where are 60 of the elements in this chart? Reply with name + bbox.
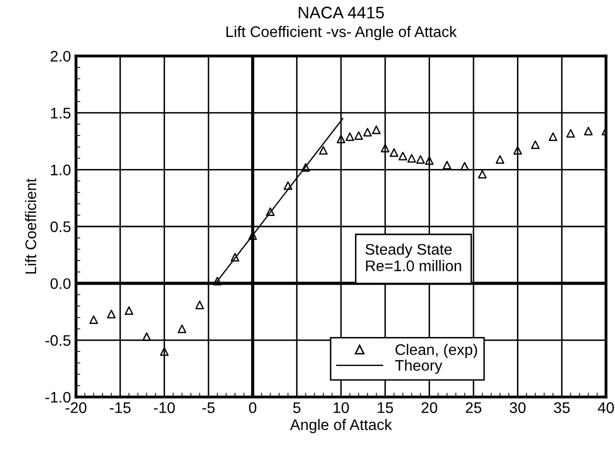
point xyxy=(531,140,540,149)
legend-label: Clean, (exp) xyxy=(396,344,478,358)
x-tick-label: 30 xyxy=(510,402,526,414)
point xyxy=(566,128,575,138)
point xyxy=(142,332,151,342)
point xyxy=(178,324,186,334)
annotation: Steady State Re=1.0 million xyxy=(366,244,462,272)
y-tick-label: 1.5 xyxy=(51,108,70,119)
point xyxy=(346,132,354,142)
y-axis-title: Lift Coefficient xyxy=(25,178,36,274)
x-axis-title: Angle of Attack xyxy=(290,418,392,434)
point xyxy=(513,146,522,155)
point xyxy=(390,148,398,157)
y-tick-label: -1.0 xyxy=(45,392,71,403)
x-tick-label: -10 xyxy=(154,402,175,414)
y-tick-label: 2.0 xyxy=(50,50,71,62)
x-tick-label: -20 xyxy=(66,402,86,414)
x-tick-label: 20 xyxy=(422,402,438,414)
point xyxy=(336,134,346,144)
point xyxy=(124,306,134,315)
point xyxy=(195,300,204,310)
chart-title: NACA 4415 xyxy=(298,6,384,18)
point xyxy=(107,310,116,318)
point xyxy=(425,156,434,165)
x-tick-label: 40 xyxy=(598,402,614,414)
point xyxy=(380,144,390,152)
y-tick-label: 0.0 xyxy=(50,278,71,290)
point xyxy=(266,207,275,216)
x-tick-label: 35 xyxy=(554,402,570,414)
chart-subtitle: Lift Coefficient -vs- Angle of Attack xyxy=(226,26,457,40)
point xyxy=(363,128,372,136)
y-tick-label: 0.5 xyxy=(50,221,70,232)
point xyxy=(584,126,593,136)
point xyxy=(460,162,469,171)
y-tick-label: -0.5 xyxy=(45,335,70,346)
point xyxy=(548,132,558,142)
x-tick-label: -15 xyxy=(110,402,131,414)
point xyxy=(442,160,452,170)
point xyxy=(416,155,425,164)
legend-label: Theory xyxy=(395,360,442,374)
point xyxy=(407,154,416,163)
point xyxy=(372,126,381,134)
point xyxy=(89,315,98,324)
x-tick-label: 0 xyxy=(249,402,256,414)
point xyxy=(301,163,310,172)
y-tick-label: 1.0 xyxy=(51,164,71,176)
point xyxy=(230,252,240,262)
x-tick-label: -5 xyxy=(202,402,215,414)
point xyxy=(398,152,408,160)
x-tick-label: 5 xyxy=(293,402,300,414)
x-tick-label: 25 xyxy=(466,402,482,414)
x-tick-label: 15 xyxy=(378,402,394,414)
point xyxy=(319,146,328,155)
point xyxy=(213,276,222,286)
point xyxy=(496,155,504,164)
point xyxy=(160,347,169,356)
point xyxy=(354,131,363,140)
x-tick-label: 10 xyxy=(334,402,349,414)
point xyxy=(478,170,487,179)
point xyxy=(284,181,292,190)
